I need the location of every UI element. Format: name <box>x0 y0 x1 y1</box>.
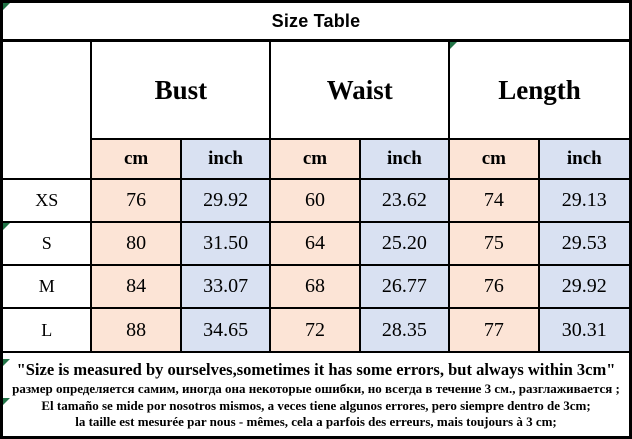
disclaimer-footer: "Size is measured by ourselves,sometimes… <box>3 353 629 436</box>
disclaimer-english: "Size is measured by ourselves,sometimes… <box>3 358 629 381</box>
row-label-m: M <box>3 266 93 309</box>
group-header-bust: Bust <box>92 42 272 140</box>
cell-xs-length-inch: 29.13 <box>539 180 629 223</box>
disclaimer-spanish-text: El tamaño se mide por nosotros mismos, a… <box>41 397 591 413</box>
cell-m-length-inch: 29.92 <box>539 266 629 309</box>
cell-indicator-icon <box>3 358 10 366</box>
cell-xs-bust-inch: 29.92 <box>181 180 272 223</box>
group-header-length-label: Length <box>498 74 581 105</box>
cell-indicator-icon <box>3 3 10 10</box>
disclaimer-french: la taille est mesurée par nous - mêmes, … <box>75 413 557 429</box>
row-label-l: L <box>3 309 93 353</box>
cell-l-bust-inch: 34.65 <box>181 309 272 353</box>
table-title-bar: Size Table <box>3 3 629 42</box>
cell-m-waist-cm: 68 <box>271 266 361 309</box>
size-table-grid: Bust Waist Length cm inch cm inch cm inc… <box>3 42 629 353</box>
cell-l-waist-inch: 28.35 <box>360 309 451 353</box>
page-title: Size Table <box>271 10 361 31</box>
disclaimer-russian: размер определяется самим, иногда она не… <box>12 381 620 397</box>
cell-s-waist-cm: 64 <box>271 223 361 266</box>
cell-s-bust-inch: 31.50 <box>181 223 272 266</box>
row-label-s: S <box>3 223 93 266</box>
cell-s-length-cm: 75 <box>450 223 540 266</box>
row-label-xs: XS <box>3 180 93 223</box>
cell-xs-bust-cm: 76 <box>92 180 182 223</box>
cell-l-length-inch: 30.31 <box>539 309 629 353</box>
unit-header-length-cm: cm <box>450 140 540 180</box>
unit-header-waist-cm: cm <box>271 140 361 180</box>
unit-header-length-inch: inch <box>539 140 629 180</box>
cell-indicator-icon <box>3 397 10 405</box>
cell-xs-waist-cm: 60 <box>271 180 361 223</box>
cell-indicator-icon <box>3 223 10 230</box>
cell-l-waist-cm: 72 <box>271 309 361 353</box>
group-header-waist: Waist <box>271 42 451 140</box>
cell-m-length-cm: 76 <box>450 266 540 309</box>
cell-indicator-icon <box>450 42 458 49</box>
unit-header-waist-inch: inch <box>360 140 451 180</box>
cell-xs-length-cm: 74 <box>450 180 540 223</box>
unit-header-bust-cm: cm <box>92 140 182 180</box>
disclaimer-spanish: El tamaño se mide por nosotros mismos, a… <box>3 397 629 414</box>
group-header-length: Length <box>450 42 629 140</box>
row-label-s-text: S <box>41 233 52 253</box>
cell-m-waist-inch: 26.77 <box>360 266 451 309</box>
cell-s-bust-cm: 80 <box>92 223 182 266</box>
cell-xs-waist-inch: 23.62 <box>360 180 451 223</box>
cell-s-length-inch: 29.53 <box>539 223 629 266</box>
cell-l-length-cm: 77 <box>450 309 540 353</box>
corner-cell <box>3 42 93 180</box>
cell-m-bust-cm: 84 <box>92 266 182 309</box>
disclaimer-english-text: "Size is measured by ourselves,sometimes… <box>16 359 616 379</box>
cell-s-waist-inch: 25.20 <box>360 223 451 266</box>
cell-l-bust-cm: 88 <box>92 309 182 353</box>
unit-header-bust-inch: inch <box>181 140 272 180</box>
cell-m-bust-inch: 33.07 <box>181 266 272 309</box>
